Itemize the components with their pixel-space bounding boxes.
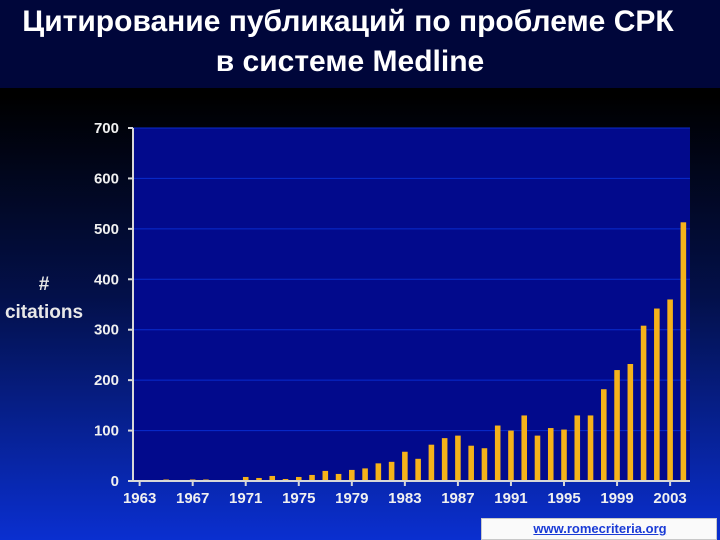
y-tick-label: 300 — [94, 322, 119, 339]
bar — [402, 451, 408, 481]
bar — [349, 469, 355, 481]
bar — [601, 389, 607, 481]
bar — [587, 415, 594, 481]
bar — [494, 425, 501, 481]
y-tick-label: 700 — [94, 120, 119, 137]
y-tick-label: 600 — [94, 170, 119, 187]
x-tick-label: 1987 — [441, 490, 474, 507]
bar — [375, 463, 382, 481]
y-tick-label: 500 — [94, 221, 119, 238]
bar — [680, 222, 687, 481]
bar — [534, 435, 541, 481]
source-link-box[interactable]: www.romecriteria.org — [481, 518, 717, 540]
source-link[interactable]: www.romecriteria.org — [533, 521, 667, 536]
y-tick-labels: 0 100 200 300 400 500 600 700 — [94, 120, 119, 490]
y-axis-label-line-1: # — [39, 274, 50, 295]
bar — [388, 461, 395, 481]
x-tick-label: 1999 — [600, 490, 633, 507]
bar — [547, 428, 554, 481]
x-tick-labels: 1963 1967 1971 1975 1979 1983 1987 1991 1995 1999… — [123, 490, 687, 507]
y-tick-label: 200 — [94, 372, 119, 389]
bar — [481, 448, 488, 481]
x-tick-label: 2003 — [653, 490, 686, 507]
bar — [322, 470, 329, 481]
bar — [362, 468, 368, 481]
bar — [640, 325, 647, 481]
bar — [627, 364, 634, 481]
bar — [508, 430, 514, 481]
bar — [269, 475, 276, 481]
x-tick-label: 1967 — [176, 490, 209, 507]
y-axis-label-line-2: citations — [5, 302, 83, 323]
bar — [335, 473, 342, 481]
bar — [256, 477, 262, 481]
bar — [282, 478, 289, 481]
bar — [242, 476, 249, 481]
plot-area — [133, 128, 690, 481]
title-band: Цитирование публикаций по проблеме СРК в… — [0, 0, 720, 88]
bar — [441, 438, 448, 481]
bar — [654, 308, 660, 481]
x-tick-label: 1971 — [229, 490, 262, 507]
page-title-line-1: Цитирование публикаций по проблеме СРК — [22, 5, 674, 38]
bar — [295, 476, 302, 481]
x-tick-label: 1983 — [388, 490, 421, 507]
bar — [521, 415, 528, 481]
page-title-line-2: в системе Medline — [215, 45, 485, 78]
bar — [614, 370, 620, 481]
bars-group — [163, 222, 687, 481]
bar — [667, 299, 673, 481]
x-tick-label: 1975 — [282, 490, 315, 507]
y-tick-label: 0 — [111, 473, 119, 490]
y-tick-label: 100 — [94, 423, 119, 440]
bar — [561, 429, 567, 481]
x-tick-label: 1963 — [123, 490, 156, 507]
bar — [455, 435, 461, 481]
x-tick-label: 1979 — [335, 490, 368, 507]
bar — [574, 415, 581, 481]
bar — [415, 458, 421, 481]
x-tick-label: 1991 — [494, 490, 527, 507]
bar — [309, 474, 315, 481]
y-tick-label: 400 — [94, 271, 119, 288]
x-tick-label: 1995 — [547, 490, 580, 507]
axes — [128, 127, 690, 486]
grid-lines — [133, 127, 690, 432]
bar — [468, 445, 474, 481]
bar — [428, 444, 435, 481]
